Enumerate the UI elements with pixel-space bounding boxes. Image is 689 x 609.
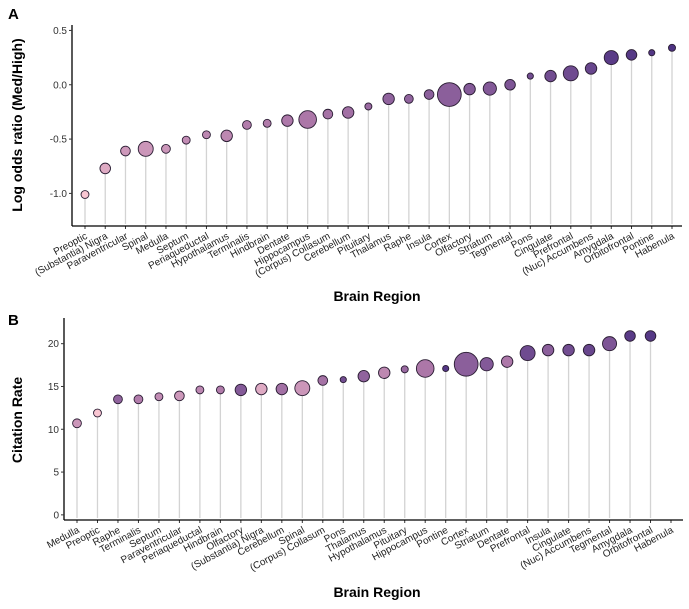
data-point: [423, 89, 435, 100]
data-point: [624, 330, 636, 342]
data-point: [294, 380, 311, 397]
data-point: [584, 62, 598, 75]
y-tick-label: 5: [53, 468, 59, 479]
data-point: [202, 130, 211, 140]
data-point: [339, 376, 347, 384]
data-point: [437, 82, 462, 107]
data-point: [93, 408, 102, 418]
data-point: [519, 345, 536, 362]
x-axis-title: Brain Region: [333, 584, 420, 600]
data-point: [404, 94, 414, 104]
data-point: [242, 120, 252, 130]
data-point: [161, 144, 171, 154]
data-point: [442, 364, 450, 373]
data-point: [262, 118, 272, 128]
data-point: [541, 343, 555, 357]
y-tick-label: 10: [48, 425, 60, 436]
y-tick-label: 0: [53, 510, 59, 521]
y-tick-label: 20: [48, 339, 60, 350]
data-point: [382, 92, 395, 106]
panel-b: BMedullaPreopticRapheTerminalisSeptumPar…: [8, 312, 683, 600]
data-point: [415, 359, 435, 378]
data-point: [281, 114, 294, 127]
data-point: [120, 145, 131, 157]
data-point: [99, 162, 111, 175]
data-point: [544, 69, 557, 83]
data-point: [154, 392, 164, 402]
data-point: [195, 385, 205, 395]
data-point: [174, 390, 185, 402]
data-point: [220, 129, 233, 142]
data-point: [648, 49, 656, 57]
data-point: [603, 50, 619, 66]
data-point: [644, 330, 657, 342]
y-tick-label: 0.5: [53, 26, 67, 37]
data-point: [275, 382, 289, 396]
data-point: [378, 366, 391, 379]
panel-label: A: [8, 6, 19, 23]
y-axis-title: Log odds ratio (Med/High): [9, 38, 25, 211]
data-point: [317, 375, 329, 386]
y-tick-label: 0.0: [53, 80, 67, 91]
data-point: [215, 385, 225, 395]
y-axis-title: Citation Rate: [9, 377, 25, 464]
data-point: [582, 343, 596, 357]
data-point: [625, 49, 638, 61]
data-point: [479, 357, 494, 372]
data-point: [463, 82, 476, 96]
data-point: [181, 135, 191, 145]
data-point: [668, 43, 676, 52]
data-point: [562, 343, 575, 357]
data-point: [364, 102, 373, 111]
panel-label: B: [8, 312, 19, 329]
data-point: [562, 65, 579, 82]
data-point: [602, 336, 618, 352]
data-point: [72, 418, 82, 429]
data-point: [526, 72, 534, 80]
data-point: [453, 351, 479, 377]
y-tick-label: -0.5: [50, 135, 68, 146]
data-point: [255, 382, 268, 396]
data-point: [298, 110, 317, 129]
y-tick-label: -1.0: [50, 189, 68, 200]
y-tick-label: 15: [48, 382, 60, 393]
data-point: [113, 394, 123, 405]
data-point: [400, 365, 409, 374]
data-point: [500, 355, 514, 368]
data-point: [322, 108, 334, 120]
data-point: [504, 79, 516, 91]
data-point: [133, 394, 144, 405]
data-point: [137, 140, 154, 157]
data-point: [341, 106, 355, 119]
data-point: [80, 190, 90, 199]
data-point: [357, 370, 370, 383]
data-point: [234, 383, 248, 397]
x-axis-title: Brain Region: [333, 288, 420, 304]
data-point: [482, 81, 497, 96]
